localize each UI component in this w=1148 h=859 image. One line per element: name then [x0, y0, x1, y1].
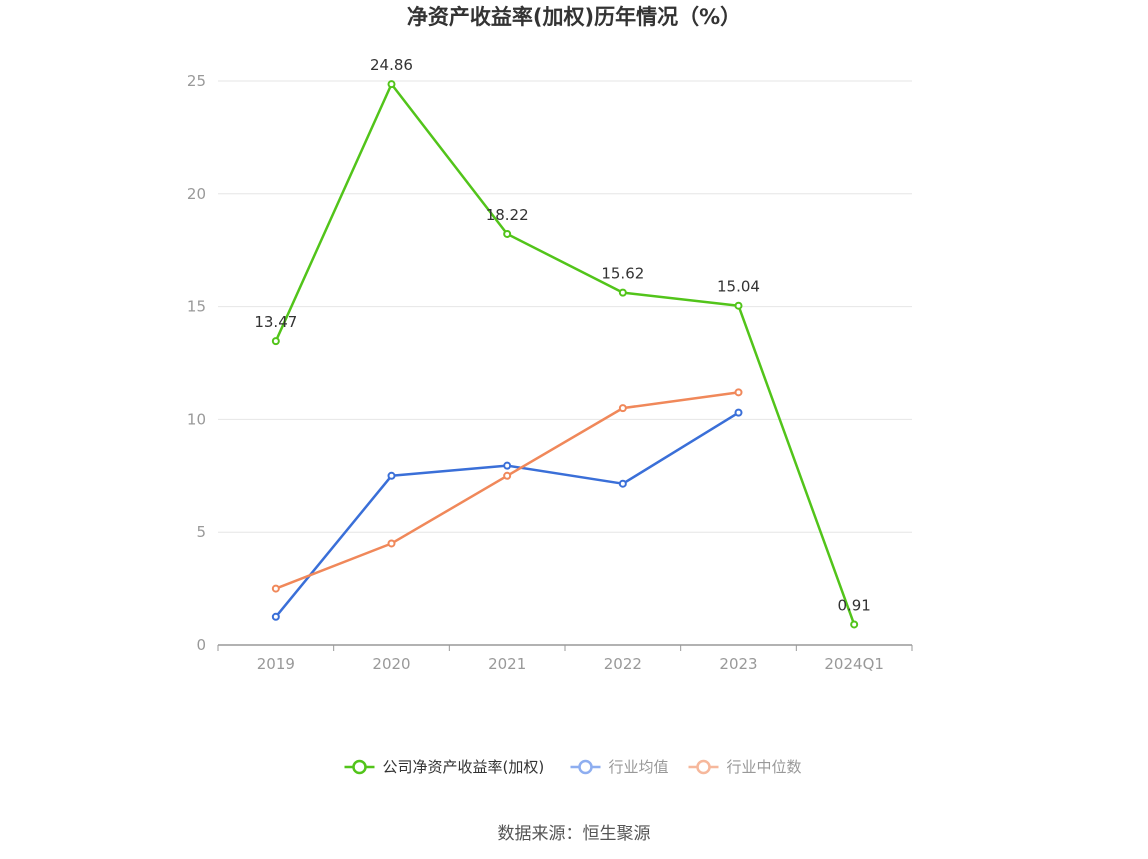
y-tick-label: 15	[187, 298, 206, 316]
y-tick-label: 5	[196, 523, 206, 541]
series-line	[274, 82, 856, 625]
series-layer: 13.47 24.86 18.22 15.62 15.04 0.91	[254, 56, 871, 629]
legend-item[interactable]: 公司净资产收益率(加权)	[344, 758, 545, 776]
x-tick-label: 2023	[719, 655, 757, 673]
data-point[interactable]	[503, 461, 512, 470]
series-0: 13.47 24.86 18.22 15.62 15.04 0.91	[254, 56, 871, 629]
data-point[interactable]	[734, 301, 743, 310]
y-axis: 0 5 10 15 20 25	[187, 72, 206, 654]
data-source-note: 数据来源：恒生聚源	[498, 824, 651, 844]
legend-marker	[578, 759, 593, 775]
y-tick-label: 25	[187, 72, 206, 90]
data-point[interactable]	[734, 408, 743, 417]
legend-marker	[352, 759, 367, 775]
data-label: 13.47	[254, 313, 297, 331]
data-label: 15.04	[717, 278, 760, 296]
data-label: 0.91	[837, 596, 870, 614]
legend-label: 行业均值	[609, 758, 669, 776]
legend-item[interactable]: 行业均值	[570, 758, 669, 776]
legend-label: 公司净资产收益率(加权)	[383, 758, 545, 776]
y-tick-label: 0	[196, 636, 206, 654]
data-point[interactable]	[503, 229, 512, 238]
data-point[interactable]	[387, 80, 396, 89]
data-point[interactable]	[618, 404, 627, 413]
x-tick-label: 2021	[488, 655, 526, 673]
y-tick-label: 10	[187, 410, 206, 428]
data-point[interactable]	[850, 620, 859, 629]
legend-item[interactable]: 行业中位数	[688, 758, 802, 776]
x-axis: 2019 2020 2021 2022 2023 2024Q1	[217, 644, 913, 673]
series-line	[274, 411, 740, 618]
data-label: 15.62	[601, 265, 644, 283]
y-tick-label: 20	[187, 185, 206, 203]
data-point[interactable]	[271, 612, 280, 621]
x-tick-label: 2022	[604, 655, 642, 673]
data-point[interactable]	[503, 471, 512, 480]
series-line	[275, 391, 739, 590]
data-label: 18.22	[486, 206, 529, 224]
data-point[interactable]	[618, 479, 627, 488]
legend-marker	[696, 759, 711, 775]
data-point[interactable]	[387, 471, 396, 480]
legend[interactable]: 公司净资产收益率(加权) 行业均值 行业中位数	[344, 758, 802, 776]
series-2	[271, 388, 743, 593]
chart-title: 净资产收益率(加权)历年情况（%）	[407, 5, 741, 29]
data-point[interactable]	[618, 288, 627, 297]
series-1	[271, 408, 743, 621]
x-tick-label: 2019	[257, 655, 295, 673]
x-tick-label: 2020	[372, 655, 410, 673]
grid-lines	[218, 80, 912, 533]
legend-label: 行业中位数	[727, 758, 802, 776]
x-tick-label: 2024Q1	[824, 655, 884, 673]
data-point[interactable]	[271, 584, 280, 593]
data-label: 24.86	[370, 56, 413, 74]
data-point[interactable]	[387, 539, 396, 548]
data-point[interactable]	[271, 337, 280, 346]
data-point[interactable]	[734, 388, 743, 397]
